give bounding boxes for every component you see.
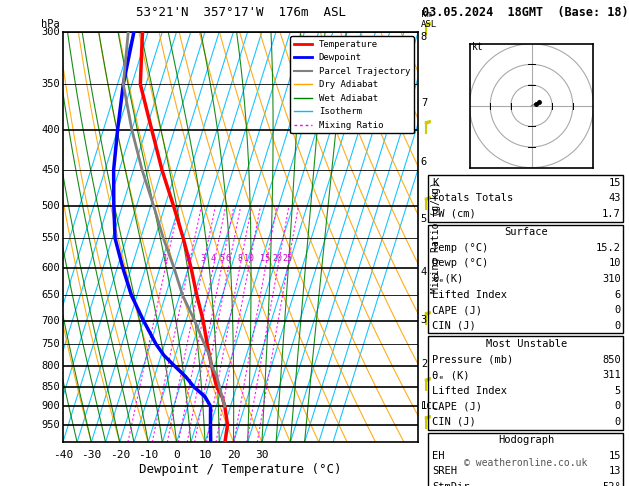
Text: EH: EH	[432, 451, 445, 461]
Text: 850: 850	[41, 382, 60, 392]
Text: 10: 10	[608, 259, 621, 268]
Text: 2: 2	[421, 360, 427, 369]
Text: 1.7: 1.7	[602, 209, 621, 219]
Text: 311: 311	[602, 370, 621, 380]
Text: 6: 6	[421, 157, 427, 167]
Text: 43: 43	[608, 193, 621, 203]
Text: Dewp (°C): Dewp (°C)	[432, 259, 488, 268]
Text: 0: 0	[615, 401, 621, 411]
Text: 2: 2	[186, 254, 191, 263]
Text: 650: 650	[41, 290, 60, 300]
Text: 450: 450	[41, 165, 60, 175]
Text: Lifted Index: Lifted Index	[432, 290, 507, 299]
Text: -40: -40	[53, 450, 73, 460]
Text: 4: 4	[211, 254, 216, 263]
Text: Surface: Surface	[504, 227, 548, 237]
Text: 750: 750	[41, 339, 60, 349]
Text: 350: 350	[41, 79, 60, 89]
Text: 5: 5	[219, 254, 224, 263]
Text: 300: 300	[41, 27, 60, 36]
Text: CAPE (J): CAPE (J)	[432, 305, 482, 315]
Text: 400: 400	[41, 125, 60, 135]
Text: -30: -30	[81, 450, 101, 460]
Text: 800: 800	[41, 361, 60, 371]
Text: 03.05.2024  18GMT  (Base: 18): 03.05.2024 18GMT (Base: 18)	[422, 6, 628, 19]
Text: 15.2: 15.2	[596, 243, 621, 253]
Text: 1: 1	[421, 401, 427, 411]
Text: -20: -20	[109, 450, 130, 460]
Text: 4: 4	[421, 267, 427, 277]
Text: 550: 550	[41, 233, 60, 243]
Text: Most Unstable: Most Unstable	[486, 339, 567, 349]
Text: 20: 20	[226, 450, 240, 460]
Text: Pressure (mb): Pressure (mb)	[432, 355, 513, 364]
Text: 53°21'N  357°17'W  176m  ASL: 53°21'N 357°17'W 176m ASL	[136, 6, 345, 19]
Text: 15: 15	[608, 451, 621, 461]
Text: -10: -10	[138, 450, 159, 460]
Text: 500: 500	[41, 201, 60, 211]
Text: PW (cm): PW (cm)	[432, 209, 476, 219]
Text: 0: 0	[615, 321, 621, 330]
Text: Lifted Index: Lifted Index	[432, 386, 507, 396]
Text: CIN (J): CIN (J)	[432, 321, 476, 330]
Text: LCL: LCL	[421, 402, 437, 411]
Text: 10: 10	[198, 450, 212, 460]
Text: K: K	[432, 178, 438, 188]
Legend: Temperature, Dewpoint, Parcel Trajectory, Dry Adiabat, Wet Adiabat, Isotherm, Mi: Temperature, Dewpoint, Parcel Trajectory…	[290, 36, 414, 134]
Text: θₑ (K): θₑ (K)	[432, 370, 470, 380]
Text: Mixing Ratio (g/kg): Mixing Ratio (g/kg)	[431, 181, 441, 293]
Text: 0: 0	[615, 417, 621, 427]
Text: Dewpoint / Temperature (°C): Dewpoint / Temperature (°C)	[140, 463, 342, 476]
Text: CIN (J): CIN (J)	[432, 417, 476, 427]
Text: 8: 8	[421, 32, 427, 42]
Text: 900: 900	[41, 401, 60, 411]
Text: 600: 600	[41, 263, 60, 273]
Text: CAPE (J): CAPE (J)	[432, 401, 482, 411]
Text: 7: 7	[421, 98, 427, 108]
Text: 52°: 52°	[602, 482, 621, 486]
Text: 25: 25	[282, 254, 292, 263]
Text: 20: 20	[272, 254, 282, 263]
Text: StmDir: StmDir	[432, 482, 470, 486]
Text: 5: 5	[421, 214, 427, 224]
Text: 8: 8	[237, 254, 242, 263]
Text: 13: 13	[608, 467, 621, 476]
Text: 6: 6	[615, 290, 621, 299]
Text: 30: 30	[255, 450, 269, 460]
Text: 5: 5	[615, 386, 621, 396]
Text: 0: 0	[615, 305, 621, 315]
Text: 850: 850	[602, 355, 621, 364]
Text: Hodograph: Hodograph	[498, 435, 555, 445]
Text: Totals Totals: Totals Totals	[432, 193, 513, 203]
Text: 6: 6	[226, 254, 231, 263]
Text: 310: 310	[602, 274, 621, 284]
Text: hPa: hPa	[41, 19, 60, 29]
Text: kt: kt	[472, 42, 483, 52]
Text: 15: 15	[608, 178, 621, 188]
Text: Temp (°C): Temp (°C)	[432, 243, 488, 253]
Text: 1: 1	[163, 254, 168, 263]
Text: 15: 15	[260, 254, 270, 263]
Text: θₑ(K): θₑ(K)	[432, 274, 464, 284]
Text: 3: 3	[421, 315, 427, 325]
Text: km
ASL: km ASL	[421, 11, 437, 29]
Text: 700: 700	[41, 315, 60, 326]
Text: 10: 10	[243, 254, 253, 263]
Text: 0: 0	[173, 450, 180, 460]
Text: 3: 3	[200, 254, 205, 263]
Text: SREH: SREH	[432, 467, 457, 476]
Text: © weatheronline.co.uk: © weatheronline.co.uk	[464, 458, 587, 468]
Text: 950: 950	[41, 420, 60, 430]
